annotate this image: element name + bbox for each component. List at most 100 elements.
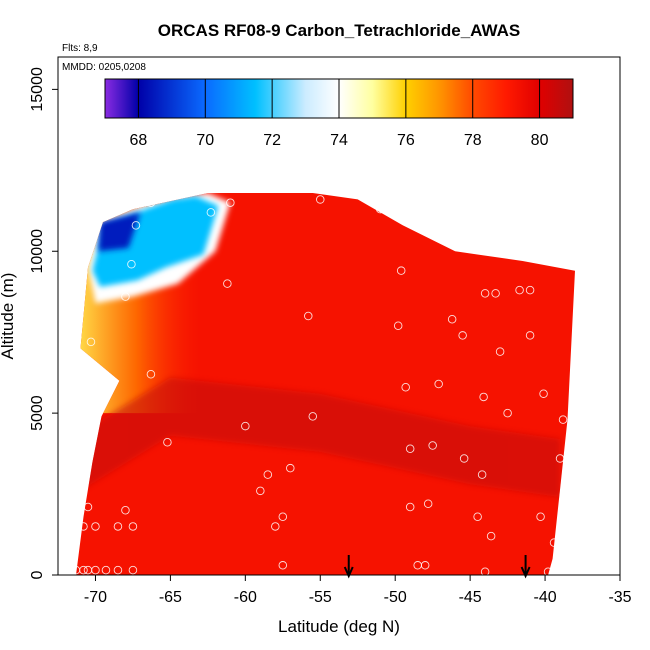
sample-point xyxy=(503,408,512,418)
colorbar: 68 70 72 74 76 78 80 xyxy=(104,78,574,149)
sample-point xyxy=(491,289,500,298)
sample-point xyxy=(549,538,559,547)
x-tick-label: -50 xyxy=(384,589,407,606)
x-tick-label: -40 xyxy=(534,589,557,606)
sample-point xyxy=(263,470,273,479)
sample-point xyxy=(536,512,545,521)
sample-point xyxy=(539,389,548,398)
sample-point xyxy=(555,454,565,463)
sample-point xyxy=(393,321,403,330)
colorbar-tick-label: 70 xyxy=(196,132,214,149)
sample-point xyxy=(486,531,496,541)
sample-point xyxy=(405,444,415,453)
cold-region-minimum xyxy=(98,212,141,252)
sample-point xyxy=(405,502,415,512)
sample-point xyxy=(79,565,88,575)
y-tick-label: 0 xyxy=(29,570,46,579)
sample-point xyxy=(271,522,280,531)
sample-point xyxy=(308,412,318,421)
sample-point xyxy=(241,421,250,431)
surface-arrow xyxy=(343,555,354,579)
y-tick-label: 5000 xyxy=(29,395,46,431)
sample-point xyxy=(423,499,433,509)
axes: -70 -65 -60 -55 -50 -45 -40 -35 0 5000 10000 15000 xyxy=(29,67,632,606)
y-tick-label: 15000 xyxy=(29,67,46,112)
sample-point xyxy=(91,565,100,575)
x-tick-label: -45 xyxy=(459,589,482,606)
colorbar-tick-label: 80 xyxy=(531,132,549,149)
sample-point xyxy=(304,311,313,321)
sample-point xyxy=(525,285,535,295)
colorbar-tick-label: 74 xyxy=(330,132,348,149)
arrow-head xyxy=(343,566,354,579)
x-axis-label: Latitude (deg N) xyxy=(278,617,400,636)
sample-point xyxy=(121,292,130,301)
sample-point xyxy=(458,331,467,340)
y-tick-label: 10000 xyxy=(29,229,46,274)
x-tick-label: -60 xyxy=(234,589,257,606)
y-axis-label: Altitude (m) xyxy=(0,273,17,360)
colorbar-tick-label: 76 xyxy=(397,132,415,149)
sample-point xyxy=(256,486,265,496)
chart-title: ORCAS RF08-9 Carbon_Tetrachloride_AWAS xyxy=(158,21,520,40)
sample-point xyxy=(128,522,138,531)
sample-point xyxy=(428,441,437,450)
x-tick-label: -65 xyxy=(159,589,182,606)
colorbar-tick-label: 78 xyxy=(464,132,482,149)
colorbar-tick-label: 68 xyxy=(130,132,148,149)
sample-point xyxy=(286,463,295,473)
sample-point xyxy=(163,438,172,447)
sample-point xyxy=(525,331,535,340)
sample-point xyxy=(558,415,568,424)
sample-point xyxy=(131,221,141,230)
sample-point xyxy=(121,506,130,515)
sample-point xyxy=(86,337,96,347)
x-tick-label: -35 xyxy=(608,589,631,606)
sample-point xyxy=(434,379,443,389)
sample-point xyxy=(91,522,100,531)
sample-point xyxy=(477,470,487,479)
sample-point xyxy=(76,438,85,447)
sample-point xyxy=(223,279,232,288)
sample-point xyxy=(206,208,216,217)
sample-point xyxy=(128,565,138,575)
sample-point xyxy=(83,502,93,512)
arrow-head xyxy=(520,566,531,579)
flights-label: Flts: 8,9 xyxy=(62,43,98,54)
x-tick-label: -55 xyxy=(309,589,332,606)
dark-band-region xyxy=(80,377,561,498)
sample-point xyxy=(79,522,88,531)
sample-point xyxy=(127,259,136,269)
sample-point xyxy=(396,266,406,275)
sample-point xyxy=(479,392,488,402)
sample-point xyxy=(375,204,385,214)
colorbar-tick-label: 72 xyxy=(263,132,281,149)
sample-point xyxy=(480,567,490,577)
sample-point xyxy=(459,454,469,463)
sample-point xyxy=(226,198,235,207)
sample-point xyxy=(113,565,123,575)
plot-frame xyxy=(57,56,621,576)
sample-point xyxy=(473,512,482,521)
surface-arrow xyxy=(520,555,531,579)
sample-point xyxy=(480,289,490,298)
sample-points xyxy=(71,195,568,577)
sample-point xyxy=(543,567,553,577)
sample-point xyxy=(401,382,410,392)
sample-point xyxy=(495,347,505,356)
sample-point xyxy=(71,509,81,518)
sample-point xyxy=(515,285,524,295)
dates-label: MMDD: 0205,0208 xyxy=(62,62,146,73)
sample-point xyxy=(316,195,325,204)
sample-point xyxy=(447,314,457,324)
sample-point xyxy=(101,565,111,575)
sample-point xyxy=(113,522,123,531)
sample-point xyxy=(278,512,288,521)
sample-point xyxy=(146,198,156,207)
sample-point xyxy=(83,438,93,447)
sample-point xyxy=(278,561,288,570)
sample-point xyxy=(413,561,422,570)
sample-point xyxy=(146,370,156,379)
plot-area xyxy=(71,193,575,579)
